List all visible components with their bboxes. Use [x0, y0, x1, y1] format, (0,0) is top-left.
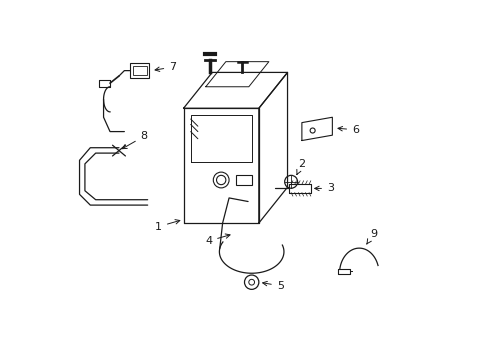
Text: 8: 8	[122, 131, 147, 149]
Text: 6: 6	[337, 125, 358, 135]
Text: 7: 7	[155, 62, 176, 72]
Text: 3: 3	[314, 184, 333, 193]
Text: 2: 2	[296, 159, 305, 175]
Text: 9: 9	[366, 229, 376, 244]
Text: 5: 5	[262, 281, 283, 291]
Bar	[132, 66, 146, 75]
Text: 4: 4	[204, 234, 229, 246]
Bar	[129, 63, 149, 78]
Bar	[235, 175, 251, 185]
Text: 1: 1	[155, 220, 180, 231]
